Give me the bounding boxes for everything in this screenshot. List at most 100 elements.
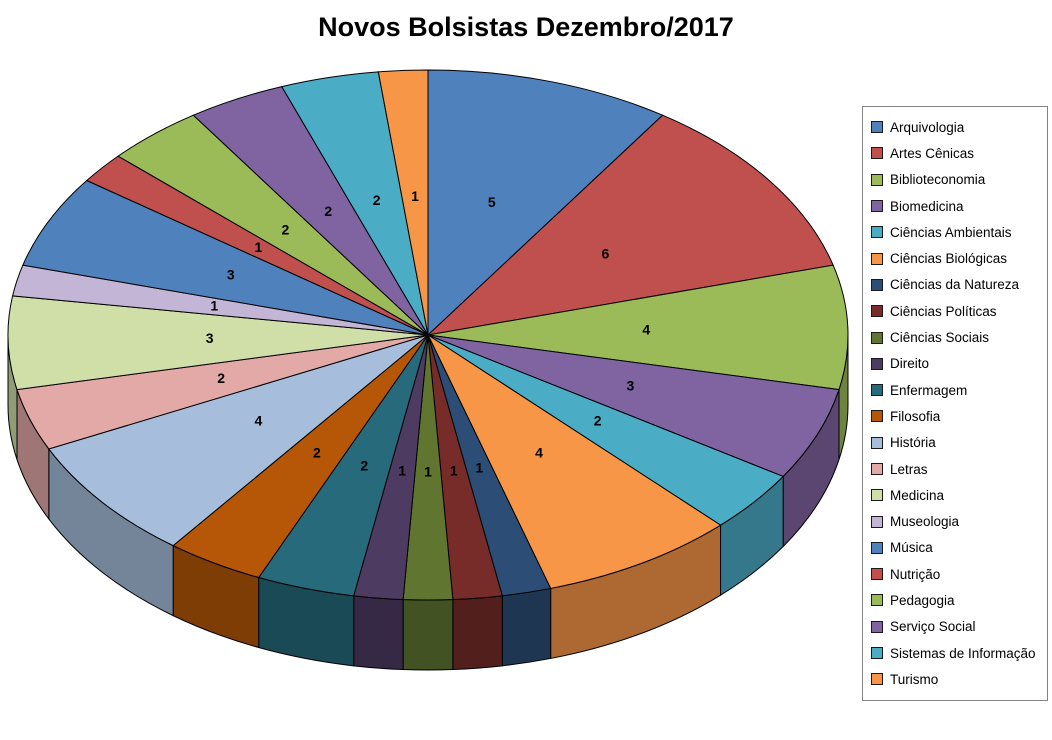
legend-swatch (871, 620, 883, 633)
legend-item: Enfermagem (871, 377, 1047, 403)
legend-item: Ciências da Natureza (871, 272, 1047, 298)
slice-value-label: 4 (255, 413, 263, 429)
pie-slice (427, 334, 840, 478)
slice-value-label: 4 (642, 322, 650, 338)
legend-item: Música (871, 535, 1047, 561)
legend-item: Ciências Sociais (871, 324, 1047, 350)
pie-slice-side (501, 587, 552, 667)
pie-slice-side (353, 595, 404, 671)
legend-label: Biblioteconomia (890, 172, 986, 188)
legend-swatch (871, 489, 883, 502)
pie-slice (47, 334, 429, 547)
legend-item: Biblioteconomia (871, 167, 1047, 193)
legend-item: Biomedicina (871, 193, 1047, 219)
chart-title: Novos Bolsistas Dezembro/2017 (318, 12, 734, 42)
slice-value-label: 3 (626, 377, 634, 393)
legend-swatch (871, 200, 883, 213)
slice-value-label: 4 (535, 444, 543, 460)
legend-swatch (871, 252, 883, 265)
legend-swatch (871, 305, 883, 318)
slice-value-label: 2 (594, 413, 602, 429)
legend-item: Nutrição (871, 561, 1047, 587)
pie-slice (426, 333, 722, 590)
pie-slice-side (402, 599, 454, 671)
legend-swatch (871, 594, 883, 607)
legend-swatch (871, 357, 883, 370)
legend-item: Letras (871, 456, 1047, 482)
pie-slice (7, 295, 429, 391)
legend-label: Artes Cênicas (890, 145, 975, 161)
legend-item: Artes Cênicas (871, 140, 1047, 166)
pie-slice-side (452, 595, 503, 671)
pie-slice (427, 69, 664, 337)
legend-label: Ciências da Natureza (890, 277, 1020, 293)
legend-item: Ciências Biológicas (871, 245, 1047, 271)
legend-label: Ciências Sociais (890, 330, 990, 346)
slice-value-label: 1 (411, 188, 419, 204)
legend-swatch (871, 541, 883, 554)
legend-swatch (871, 226, 883, 239)
legend-swatch (871, 278, 883, 291)
slice-value-label: 3 (227, 266, 235, 282)
pie-slice (22, 179, 429, 336)
legend-item: Filosofia (871, 403, 1047, 429)
slice-value-label: 2 (217, 370, 225, 386)
pie-slice (427, 264, 849, 391)
legend-label: Letras (890, 461, 928, 477)
legend-label: Turismo (890, 671, 939, 687)
legend-swatch (871, 463, 883, 475)
legend-item: Ciências Políticas (871, 298, 1047, 324)
legend-item: Turismo (871, 666, 1047, 692)
slice-value-label: 1 (475, 460, 483, 476)
pie-slice (377, 69, 429, 336)
legend-swatch (871, 331, 883, 344)
slice-value-label: 2 (373, 192, 381, 208)
pie-slice (426, 114, 834, 336)
legend-swatch (871, 515, 883, 528)
slice-value-label: 5 (488, 194, 496, 210)
legend-label: Biomedicina (890, 198, 964, 214)
slice-value-label: 1 (398, 463, 406, 479)
slice-value-label: 1 (424, 464, 432, 480)
legend-label: Enfermagem (890, 382, 968, 398)
legend-item: Sistemas de Informação (871, 640, 1047, 666)
legend-label: Filosofia (890, 408, 941, 424)
legend-swatch (871, 410, 883, 423)
legend-item: Pedagogia (871, 587, 1047, 613)
legend-label: Nutrição (890, 566, 941, 582)
slice-value-label: 2 (282, 221, 290, 237)
legend-swatch (871, 647, 883, 660)
slice-value-label: 2 (313, 444, 321, 460)
legend-swatch (871, 173, 883, 186)
slice-value-label: 1 (210, 297, 218, 313)
legend-label: Museologia (890, 514, 960, 530)
legend-item: Arquivologia (871, 114, 1047, 140)
slice-value-label: 2 (324, 203, 332, 219)
legend-label: Ciências Ambientais (890, 224, 1012, 240)
legend-label: Ciências Biológicas (890, 251, 1008, 267)
legend-box: Arquivologia Artes Cênicas Biblioteconomia… (862, 106, 1048, 701)
legend-item: História (871, 430, 1047, 456)
legend-item: Ciências Ambientais (871, 219, 1047, 245)
legend-swatch (871, 673, 883, 686)
legend-label: Pedagogia (890, 592, 955, 608)
legend-item: Museologia (871, 508, 1047, 534)
slice-value-label: 3 (206, 330, 214, 346)
slice-value-label: 2 (360, 457, 368, 473)
legend-label: Arquivologia (890, 119, 965, 135)
legend-label: Música (890, 540, 933, 556)
legend-item: Medicina (871, 482, 1047, 508)
legend-item: Serviço Social (871, 614, 1047, 640)
legend-swatch (871, 436, 883, 449)
legend-item: Direito (871, 351, 1047, 377)
legend-label: Serviço Social (890, 619, 976, 635)
legend-swatch (871, 147, 883, 160)
legend-label: Sistemas de Informação (890, 645, 1036, 661)
legend-label: Ciências Políticas (890, 303, 997, 319)
legend-swatch (871, 121, 883, 134)
legend-label: Medicina (890, 487, 945, 503)
legend-label: História (890, 435, 936, 451)
legend-swatch (871, 568, 883, 581)
